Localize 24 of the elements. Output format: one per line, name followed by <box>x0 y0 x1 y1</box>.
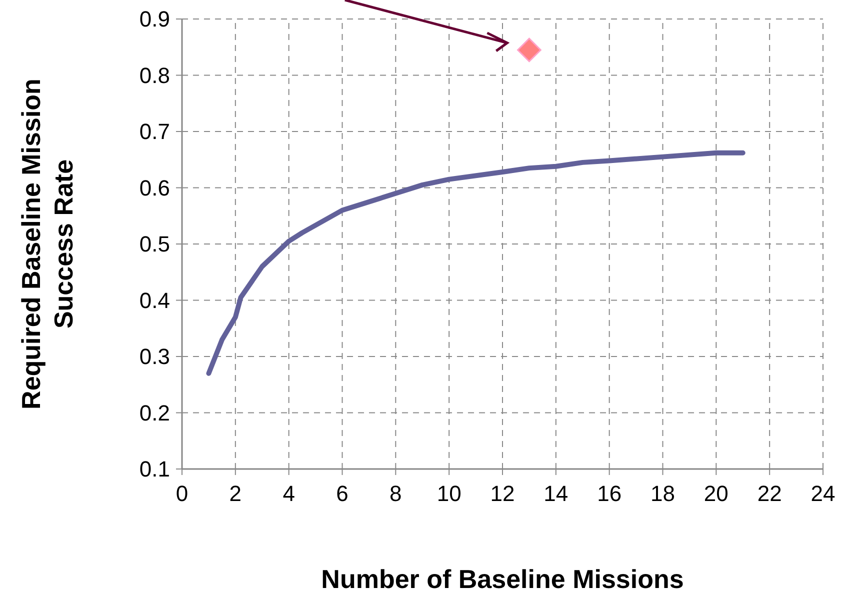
y-tick-label: 0.4 <box>139 288 170 313</box>
y-tick-label: 0.5 <box>139 232 170 257</box>
x-tick-label: 14 <box>544 481 568 506</box>
x-tick-label: 4 <box>282 481 295 506</box>
x-tick-label: 0 <box>176 481 188 506</box>
y-axis-title: Required Baseline Mission Success Rate <box>16 78 78 410</box>
x-tick-label: 24 <box>810 481 836 506</box>
x-tick-label: 6 <box>336 481 348 506</box>
y-tick-label: 0.6 <box>139 175 170 200</box>
x-tick-label: 16 <box>597 481 622 506</box>
x-tick-label: 12 <box>490 481 515 506</box>
x-tick-label: 18 <box>650 481 675 506</box>
x-tick-label: 22 <box>757 481 782 506</box>
x-tick-label: 20 <box>704 481 728 506</box>
y-tick-label: 0.8 <box>139 62 170 88</box>
x-axis-title: Number of Baseline Missions <box>321 564 684 594</box>
x-tick-label: 10 <box>436 481 462 506</box>
y-tick-label: 0.3 <box>139 344 170 370</box>
y-tick-label: 0.2 <box>139 400 170 426</box>
x-tick-label: 8 <box>390 481 402 506</box>
x-tick-label: 2 <box>229 481 242 506</box>
y-tick-label: 0.9 <box>139 6 170 32</box>
y-tick-label: 0.7 <box>139 119 170 144</box>
y-tick-label: 0.1 <box>139 456 170 482</box>
